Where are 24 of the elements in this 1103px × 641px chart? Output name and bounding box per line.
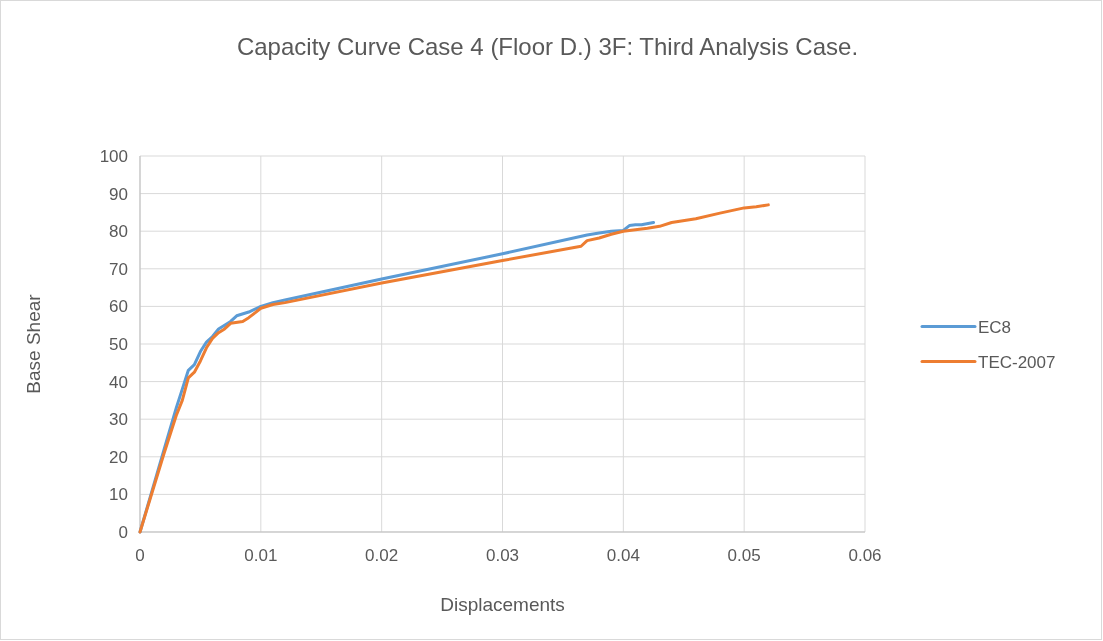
x-tick-label: 0.03 (485, 546, 520, 565)
chart-title: Capacity Curve Case 4 (Floor D.) 3F: Third Analysis Case. (236, 33, 859, 60)
y-tick-label: 60 (109, 297, 128, 317)
x-tick-label: 0 (135, 546, 145, 565)
y-tick-label: 20 (109, 447, 128, 467)
y-tick-label: 40 (109, 372, 128, 392)
y-tick-label: 90 (109, 184, 128, 204)
legend-label: TEC-2007 (978, 352, 1056, 372)
y-tick-label: 10 (109, 485, 128, 505)
y-tick-label: 70 (109, 259, 128, 279)
y-tick-label: 0 (118, 523, 128, 542)
legend-label: EC8 (978, 317, 1012, 337)
y-tick-label: 80 (109, 222, 128, 242)
y-tick-label: 30 (109, 410, 128, 430)
y-axis-title: Base Shear (23, 293, 44, 394)
y-tick-label: 100 (99, 147, 128, 166)
y-tick-label: 50 (109, 335, 128, 354)
x-tick-label: 0.04 (606, 546, 640, 565)
line-series (138, 203, 770, 534)
x-tick-label: 0.02 (365, 546, 399, 565)
x-tick-label: 0.01 (244, 546, 278, 565)
x-tick-label: 0.06 (848, 546, 882, 565)
x-axis-title: Displacements (440, 594, 565, 615)
x-tick-label: 0.05 (727, 546, 761, 565)
